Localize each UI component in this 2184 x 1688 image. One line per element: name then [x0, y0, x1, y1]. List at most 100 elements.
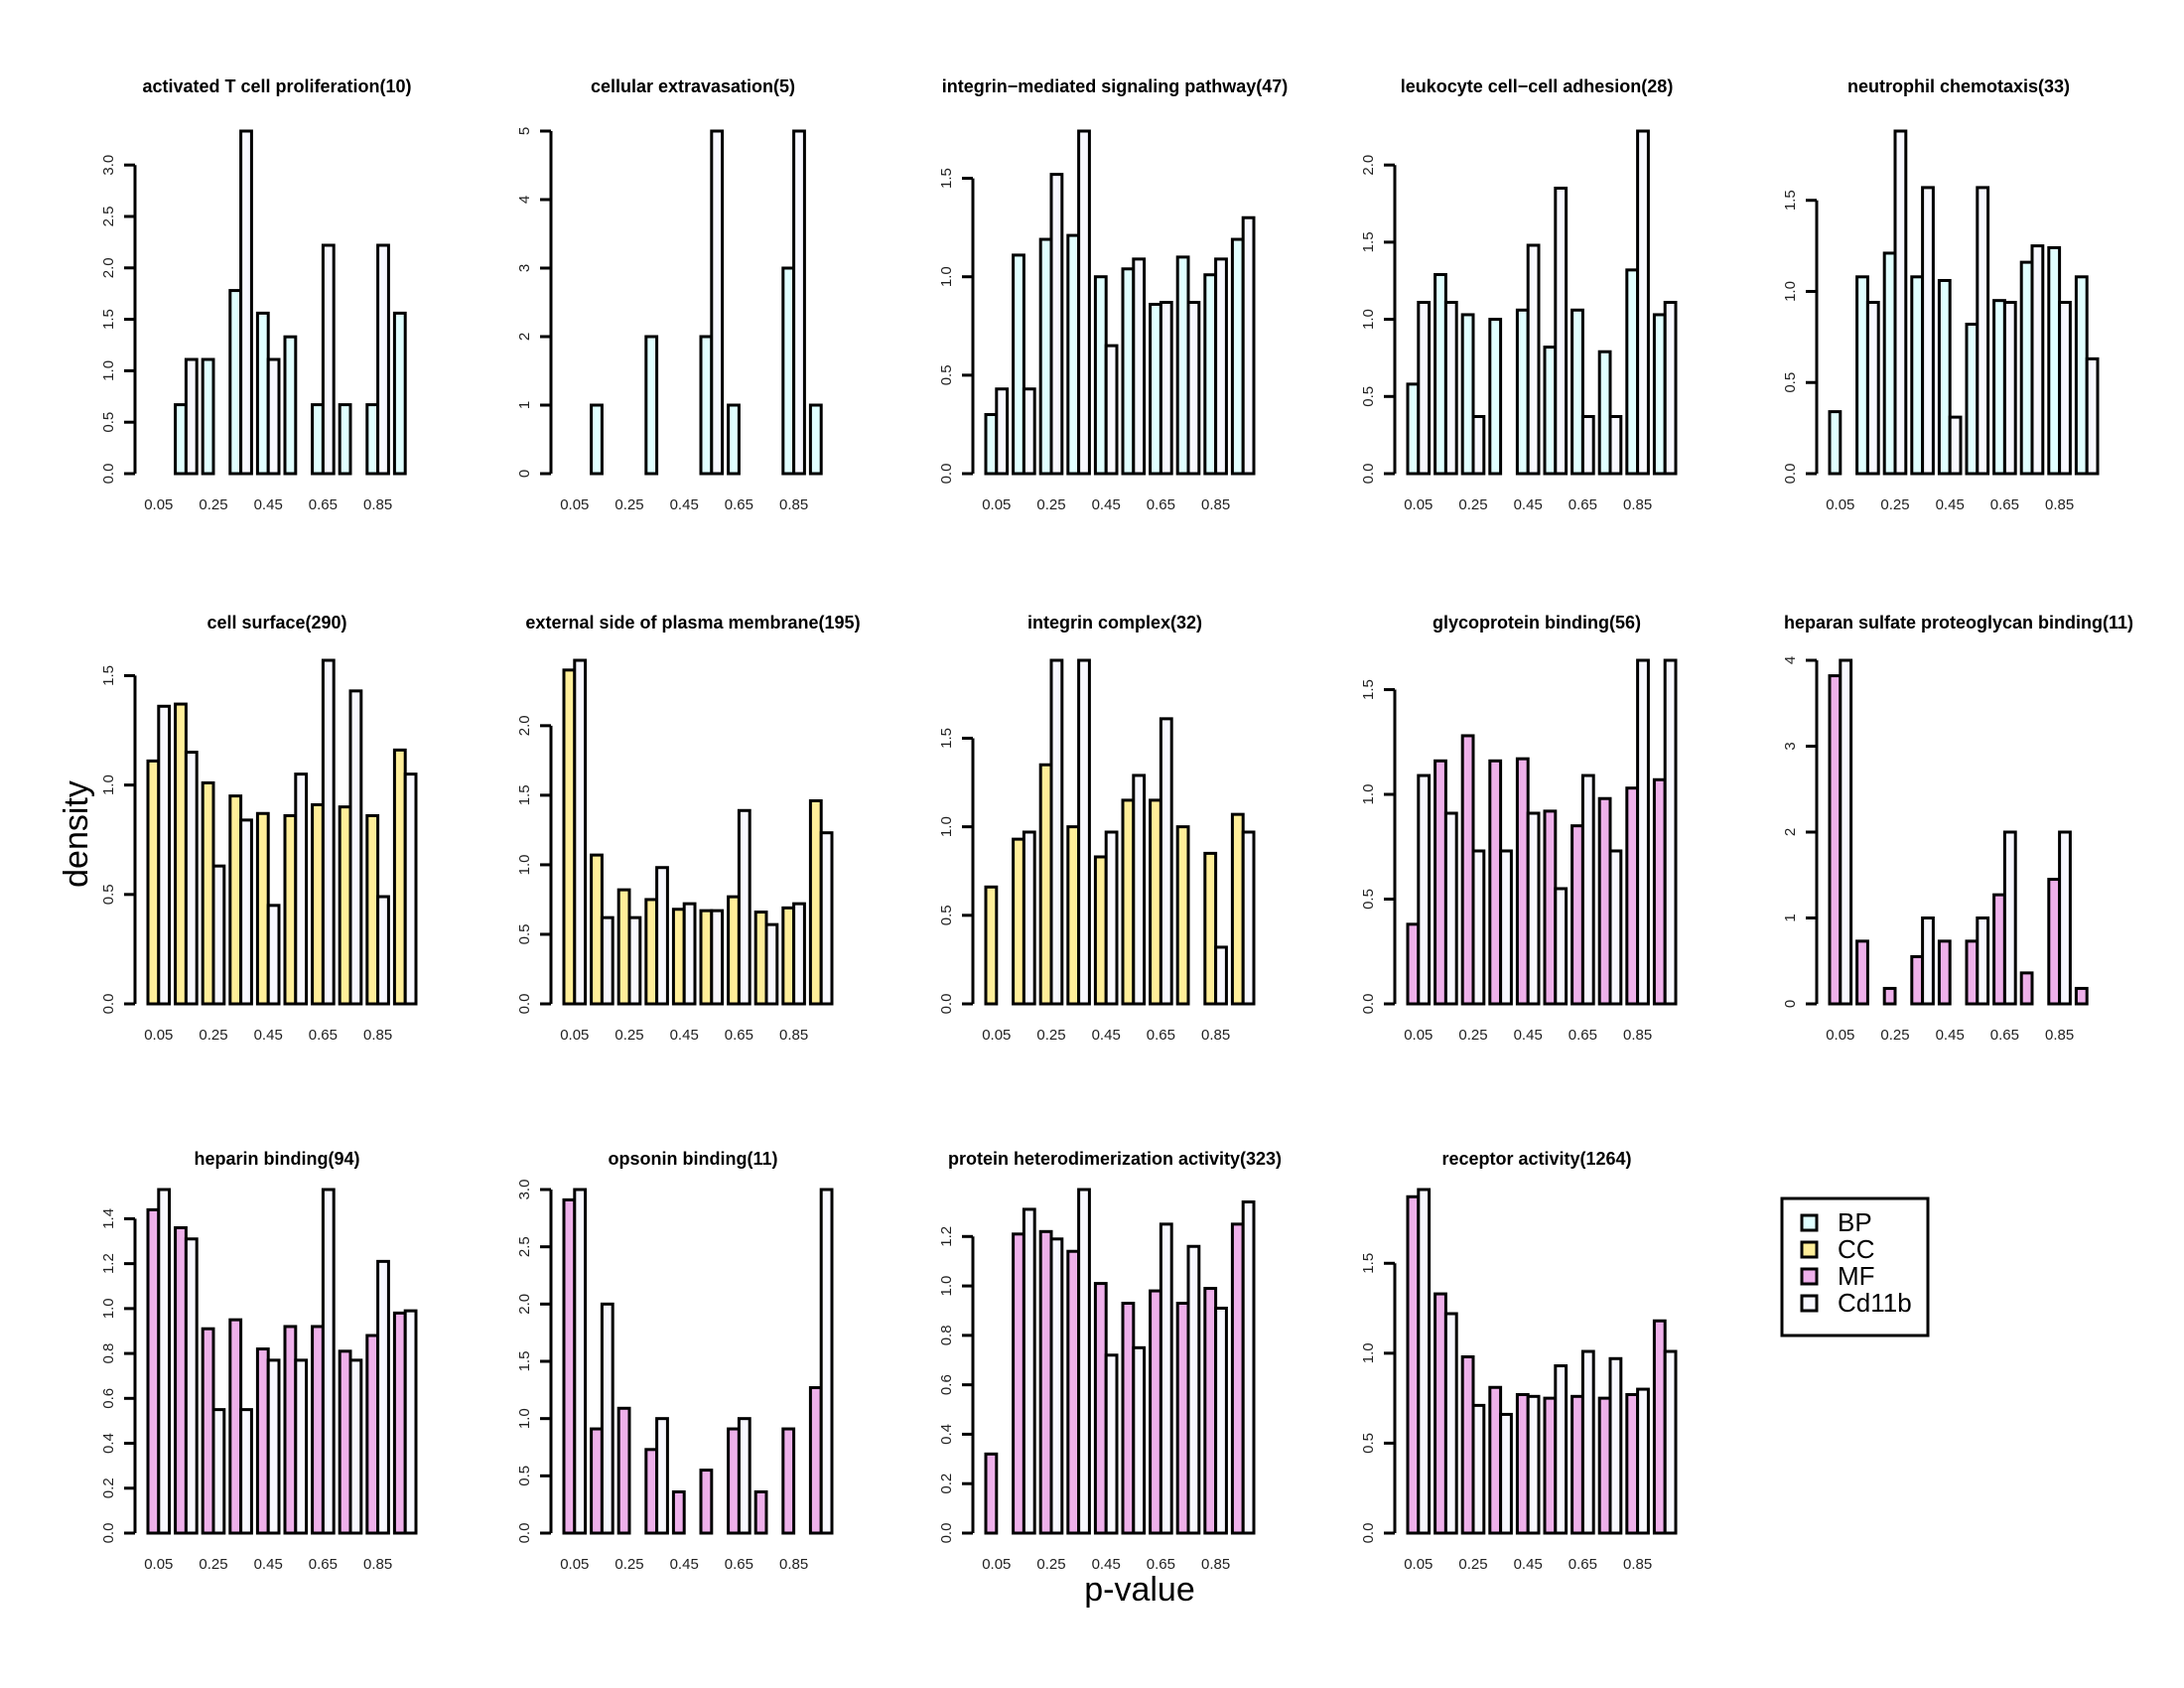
y-tick-label: 0.4 [100, 1433, 117, 1454]
bar-cd11b [737, 808, 751, 1006]
bar-cd11b [1214, 257, 1228, 476]
bar-bp [1121, 267, 1136, 476]
bar-cd11b [1554, 187, 1569, 476]
bar-cc [1066, 825, 1081, 1006]
bar-mf [255, 1347, 270, 1535]
legend-label: MF [1838, 1261, 1875, 1291]
bar-cd11b [1663, 658, 1678, 1006]
bar-cd11b [1865, 301, 1880, 476]
bar-cd11b [1663, 1349, 1678, 1535]
panel: heparan sulfate proteoglycan binding(11)… [1782, 613, 2133, 1044]
bar-bp [1965, 323, 1979, 476]
y-tick-label: 0.2 [100, 1477, 117, 1498]
bar-cc [727, 895, 741, 1006]
panel: cell surface(290) 0.0 0.5 1.0 1.5 0.05 0.25 0.4… [100, 613, 418, 1044]
legend-label: Cd11b [1838, 1288, 1912, 1318]
bar-mf [590, 1427, 604, 1535]
x-tick-label: 0.05 [560, 1556, 589, 1573]
bar-bp [808, 403, 823, 476]
bar-bp [338, 403, 352, 476]
x-tick-label: 0.05 [1826, 496, 1854, 513]
bar-mf [1488, 759, 1503, 1006]
bar-mf [392, 1311, 407, 1535]
bar-cc [616, 888, 631, 1006]
y-tick-label: 0.5 [516, 1466, 533, 1486]
y-tick-label: 0.0 [938, 464, 955, 485]
y-tick-label: 3.0 [100, 155, 117, 176]
y-tick-label: 0.0 [938, 994, 955, 1015]
bar-mf [1488, 1385, 1503, 1535]
bar-mf [1937, 939, 1952, 1006]
panel: activated T cell proliferation(10) 0.0 0.5… [100, 76, 412, 513]
bar-mf [1093, 1282, 1108, 1535]
x-tick-label: 0.25 [1880, 496, 1909, 513]
bar-cd11b [239, 129, 253, 476]
bar-mf [808, 1386, 823, 1535]
x-tick-label: 0.85 [363, 496, 392, 513]
y-tick-label: 0.8 [100, 1343, 117, 1364]
bar-cd11b [1608, 415, 1623, 476]
x-tick-label: 0.85 [1201, 1556, 1230, 1573]
bar-mf [228, 1318, 243, 1535]
panel-title: protein heterodimerization activity(323) [948, 1149, 1282, 1169]
bar-cd11b [321, 658, 336, 1006]
bar-cd11b [321, 1188, 336, 1535]
bar-mf [984, 1452, 999, 1535]
bar-mf [1570, 824, 1584, 1006]
bar-cd11b [239, 1408, 253, 1535]
x-tick-label: 0.25 [1458, 1027, 1487, 1044]
y-tick-label: 1.0 [100, 360, 117, 381]
bar-bp [1937, 278, 1952, 476]
bar-cd11b [1580, 1349, 1595, 1535]
y-tick-label: 0.5 [516, 924, 533, 945]
y-tick-label: 1.5 [938, 728, 955, 749]
bar-cc [174, 702, 188, 1006]
bar-bp [2019, 260, 2034, 476]
panel-title: cellular extravasation(5) [591, 76, 795, 96]
y-tick-label: 1.5 [1360, 1253, 1377, 1274]
bar-bp [1093, 275, 1108, 476]
bar-cd11b [1554, 1364, 1569, 1535]
bar-cc [1093, 855, 1108, 1006]
bar-cd11b [266, 904, 281, 1006]
x-tick-label: 0.45 [1936, 496, 1965, 513]
y-tick-label: 0.0 [516, 994, 533, 1015]
bar-cd11b [819, 831, 834, 1006]
panel-title: neutrophil chemotaxis(33) [1847, 76, 2070, 96]
x-axis-title: p-value [1084, 1571, 1195, 1609]
x-tick-label: 0.45 [254, 496, 283, 513]
panel: leukocyte cell−cell adhesion(28) 0.0 0.5 1.… [1360, 76, 1678, 513]
bar-mf [365, 1334, 380, 1535]
bar-bp [255, 311, 270, 476]
y-tick-label: 0.6 [938, 1374, 955, 1395]
bar-mf [1406, 922, 1421, 1006]
bar-bp [1515, 308, 1530, 476]
bar-cc [365, 813, 380, 1006]
x-tick-label: 0.65 [725, 1556, 753, 1573]
y-tick-label: 0.0 [100, 1523, 117, 1544]
x-tick-label: 0.85 [2045, 1027, 2074, 1044]
bar-bp [781, 266, 796, 476]
x-tick-label: 0.05 [1826, 1027, 1854, 1044]
bar-mf [1515, 1393, 1530, 1535]
x-tick-label: 0.65 [1147, 1027, 1175, 1044]
y-tick-label: 0.0 [100, 994, 117, 1015]
y-tick-label: 1.5 [100, 665, 117, 686]
y-tick-label: 0.5 [938, 905, 955, 925]
y-tick-label: 0.2 [938, 1474, 955, 1494]
x-tick-label: 0.85 [1201, 1027, 1230, 1044]
bar-cc [808, 798, 823, 1006]
bar-mf [1965, 939, 1979, 1006]
x-tick-label: 0.85 [779, 1027, 808, 1044]
bar-mf [1652, 1319, 1667, 1535]
bar-cc [283, 813, 298, 1006]
bar-cc [1230, 812, 1245, 1006]
bar-cc [1121, 798, 1136, 1006]
bar-mf [146, 1207, 161, 1535]
y-tick-label: 1.2 [100, 1253, 117, 1274]
bar-bp [590, 403, 604, 476]
bar-cd11b [1241, 1199, 1256, 1535]
bar-cd11b [1159, 301, 1173, 476]
bar-cd11b [184, 751, 199, 1006]
y-tick-label: 2 [516, 333, 533, 341]
